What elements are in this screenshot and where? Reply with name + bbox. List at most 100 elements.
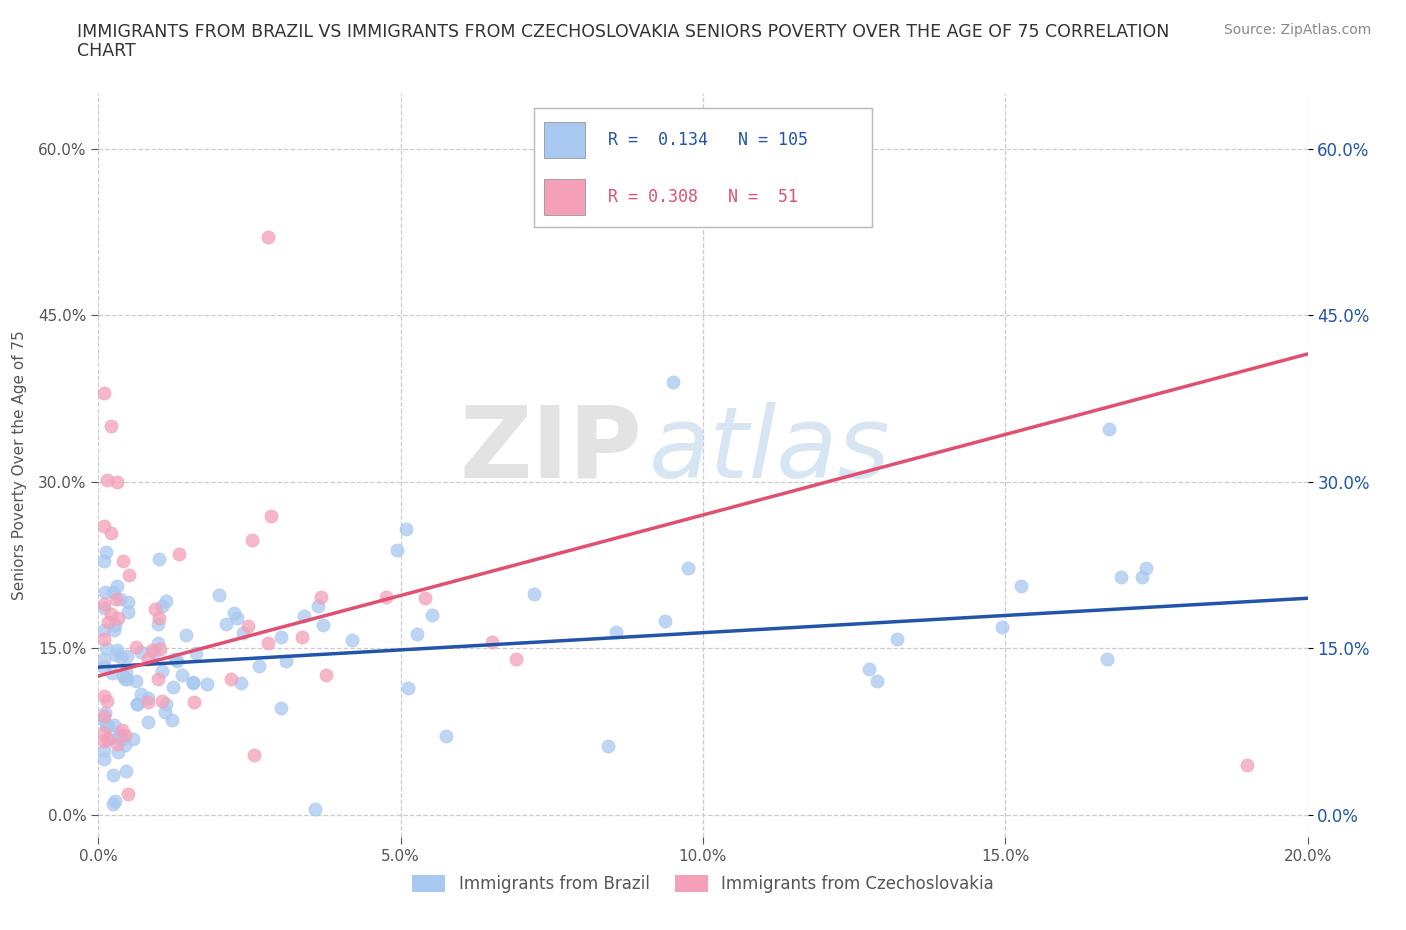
Point [96, 719, 118, 734]
Point [105, 647, 128, 662]
Point [101, 584, 124, 599]
Point [118, 567, 141, 582]
Point [605, 624, 627, 639]
Point [93, 751, 115, 766]
Point [183, 694, 205, 709]
Point [93, 733, 115, 748]
Point [114, 737, 136, 752]
Point [136, 652, 159, 667]
Point [94, 641, 117, 656]
Point [96, 472, 118, 487]
Point [111, 731, 134, 746]
Point [181, 676, 204, 691]
Point [117, 786, 139, 801]
Point [481, 634, 503, 649]
Point [93, 597, 115, 612]
Point [93, 709, 115, 724]
Point [143, 602, 166, 617]
Point [96, 615, 118, 630]
Point [100, 418, 122, 433]
Point [654, 614, 676, 629]
Point [172, 668, 194, 683]
Point [101, 796, 124, 811]
Point [148, 611, 170, 626]
Text: Source: ZipAtlas.com: Source: ZipAtlas.com [1223, 23, 1371, 37]
Point [93, 631, 115, 646]
Point [107, 731, 129, 746]
Point [97, 732, 120, 747]
Point [523, 586, 546, 601]
Point [107, 745, 129, 760]
Text: ZIP: ZIP [460, 402, 643, 498]
Point [229, 675, 252, 690]
Point [166, 654, 188, 669]
Point [1010, 578, 1032, 593]
Point [434, 728, 457, 743]
Point [93, 743, 115, 758]
Point [103, 718, 125, 733]
Point [93, 660, 115, 675]
Point [125, 697, 148, 711]
Point [240, 533, 263, 548]
Point [107, 611, 129, 626]
Point [162, 680, 184, 695]
Point [413, 591, 436, 605]
Point [117, 604, 139, 619]
Point [270, 700, 292, 715]
Point [93, 713, 115, 728]
Point [215, 617, 238, 631]
Point [291, 630, 314, 644]
Point [93, 554, 115, 569]
Point [256, 636, 278, 651]
Point [94, 584, 117, 599]
Point [115, 665, 138, 680]
Point [104, 793, 127, 808]
Point [143, 644, 166, 659]
Point [125, 673, 148, 688]
Point [141, 643, 163, 658]
Legend: Immigrants from Brazil, Immigrants from Czechoslovakia: Immigrants from Brazil, Immigrants from … [405, 868, 1001, 899]
Point [97, 719, 120, 734]
Point [186, 646, 208, 661]
Point [247, 658, 270, 673]
Point [1109, 570, 1132, 585]
Point [1236, 757, 1258, 772]
Point [111, 723, 134, 737]
Point [238, 618, 260, 633]
Point [93, 385, 115, 400]
Text: atlas: atlas [648, 402, 890, 498]
Point [886, 631, 908, 646]
Point [101, 767, 124, 782]
Point [105, 578, 128, 593]
Point [104, 618, 127, 632]
Point [114, 727, 136, 742]
Text: CHART: CHART [77, 42, 136, 60]
Point [208, 588, 231, 603]
Point [398, 681, 420, 696]
Point [138, 691, 160, 706]
Point [866, 674, 889, 689]
Point [1135, 561, 1157, 576]
Point [103, 623, 125, 638]
Point [93, 725, 115, 740]
Point [150, 694, 173, 709]
Point [312, 618, 335, 632]
Point [136, 695, 159, 710]
Point [148, 635, 170, 650]
Point [125, 697, 148, 711]
Point [105, 737, 128, 751]
Point [131, 644, 153, 659]
Point [100, 525, 122, 540]
Point [115, 648, 138, 663]
Point [108, 726, 131, 741]
Point [163, 652, 186, 667]
Point [181, 674, 204, 689]
Point [105, 643, 128, 658]
Point [117, 594, 139, 609]
Point [149, 642, 172, 657]
Point [148, 551, 170, 566]
Point [121, 732, 143, 747]
Point [420, 607, 443, 622]
Point [114, 671, 136, 686]
Point [94, 544, 117, 559]
